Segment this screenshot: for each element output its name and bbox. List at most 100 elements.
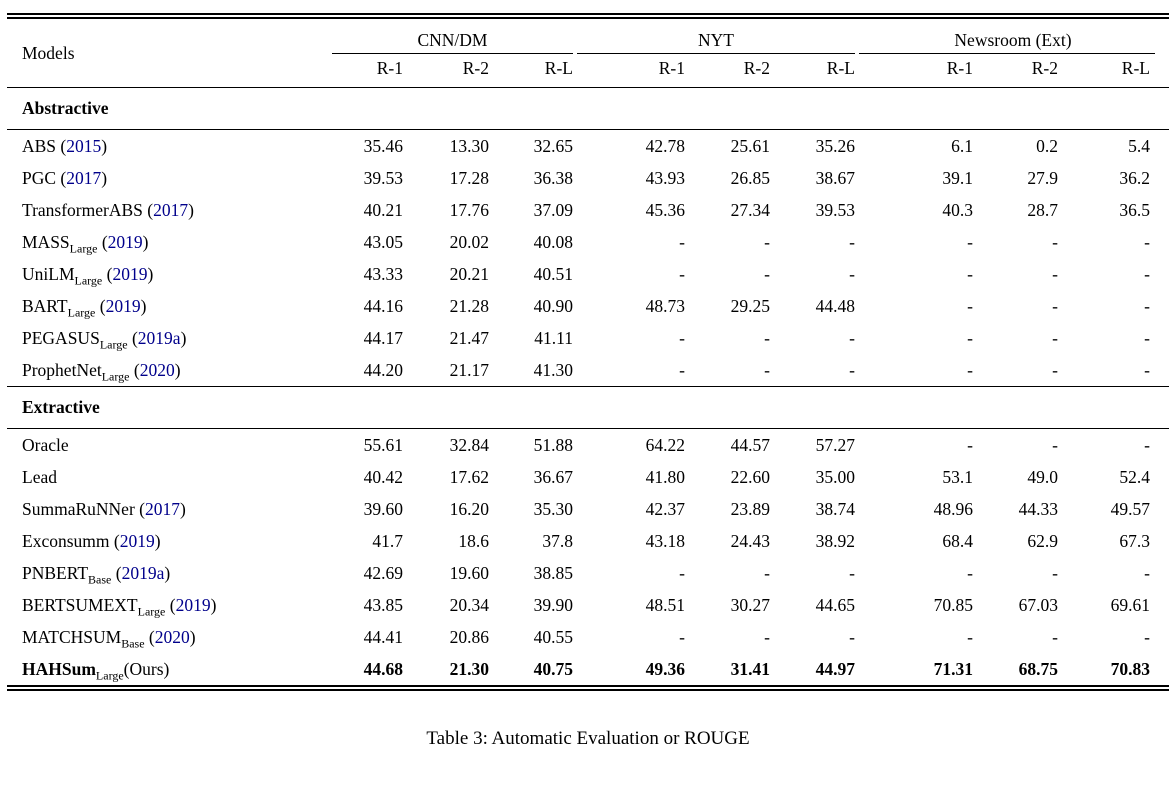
model-size-subscript: Large <box>101 369 130 383</box>
metric-value: - <box>849 327 855 348</box>
metric-value: - <box>849 626 855 647</box>
citation-year-link[interactable]: 2019 <box>112 263 148 284</box>
model-name: MATCHSUMBase (2020) <box>22 626 196 650</box>
citation-year-link[interactable]: 2017 <box>144 498 180 519</box>
metric-value: 17.28 <box>449 167 489 188</box>
metric-value: - <box>679 263 685 284</box>
metric-value: - <box>967 626 973 647</box>
metric-value: 44.16 <box>363 295 403 316</box>
metric-header-nyt-rl: R-L <box>826 58 855 78</box>
metric-value: 51.88 <box>533 434 573 455</box>
metric-value: - <box>1144 263 1150 284</box>
metric-value: 18.6 <box>458 530 489 551</box>
metric-value: - <box>967 263 973 284</box>
metric-value: 43.93 <box>645 167 685 188</box>
section-header-row: Extractive <box>7 386 1169 429</box>
metric-value: - <box>1052 562 1058 583</box>
metric-value: 41.80 <box>645 466 685 487</box>
table-row: MASSLarge (2019) 43.05 20.02 40.08 - - - - - - <box>7 226 1169 258</box>
metric-value: 29.25 <box>730 295 770 316</box>
model-base-label: Lead <box>22 466 57 487</box>
table-row: SummaRuNNer (2017) 39.60 16.20 35.30 42.37 23… <box>7 493 1169 525</box>
model-name: PEGASUSLarge (2019a) <box>22 327 187 351</box>
metric-value: - <box>679 626 685 647</box>
section-title: Extractive <box>7 386 1169 429</box>
metric-value: 42.37 <box>645 498 685 519</box>
metric-value: 40.51 <box>533 263 573 284</box>
metric-value: - <box>849 359 855 380</box>
metric-value: - <box>1144 295 1150 316</box>
citation-year-link[interactable]: 2019 <box>105 295 141 316</box>
model-size-subscript: Large <box>95 668 124 682</box>
model-name: BARTLarge (2019) <box>22 295 147 319</box>
metric-value: 49.36 <box>645 658 685 679</box>
model-base-label: SummaRuNNer <box>22 498 135 519</box>
citation-year-link[interactable]: 2019 <box>107 231 143 252</box>
model-base-label: HAHSum <box>22 658 96 679</box>
table-row: BERTSUMEXTLarge (2019) 43.85 20.34 39.90 48.… <box>7 589 1169 621</box>
metric-value: 32.65 <box>533 135 573 156</box>
metric-value: 24.43 <box>730 530 770 551</box>
metric-value: 41.30 <box>533 359 573 380</box>
metric-value: 36.38 <box>533 167 573 188</box>
model-size-subscript: Base <box>88 572 112 586</box>
table-bottom-rule <box>7 685 1169 691</box>
citation-year-link[interactable]: 2019 <box>119 530 155 551</box>
table-row: BARTLarge (2019) 44.16 21.28 40.90 48.73 29.2… <box>7 290 1169 322</box>
citation-year-link[interactable]: 2020 <box>154 626 190 647</box>
metric-value: - <box>967 295 973 316</box>
model-base-label: UniLM <box>22 263 75 284</box>
metric-value: - <box>1144 434 1150 455</box>
metric-value: 17.62 <box>449 466 489 487</box>
metric-value: 26.85 <box>730 167 770 188</box>
group-underline <box>331 53 573 54</box>
metric-value: 40.75 <box>533 658 573 679</box>
metric-value: 44.41 <box>363 626 403 647</box>
section-header-row: Abstractive <box>7 87 1169 130</box>
table-row: TransformerABS (2017) 40.21 17.76 37.09 45.3… <box>7 194 1169 226</box>
model-base-label: BERTSUMEXT <box>22 594 138 615</box>
metric-value: 70.83 <box>1110 658 1150 679</box>
model-name: MASSLarge (2019) <box>22 231 149 255</box>
citation-year-link[interactable]: 2015 <box>66 135 102 156</box>
model-size-subscript: Large <box>69 241 98 255</box>
metric-header-cnndm-r2: R-2 <box>462 58 489 78</box>
metric-value: 43.85 <box>363 594 403 615</box>
results-table: Models CNN/DM NYT Newsroom (Ext) <box>7 19 1169 685</box>
model-base-label: TransformerABS <box>22 199 143 220</box>
citation-year-link[interactable]: 2019a <box>121 562 165 583</box>
metric-value: 21.47 <box>449 327 489 348</box>
metric-value: - <box>967 359 973 380</box>
metric-value: - <box>1144 327 1150 348</box>
citation-year-link[interactable]: 2019a <box>137 327 181 348</box>
table-row: MATCHSUMBase (2020) 44.41 20.86 40.55 - - - - - - <box>7 621 1169 653</box>
metric-header-cnndm-rl: R-L <box>544 58 573 78</box>
model-name: HAHSumLarge(Ours) <box>7 653 330 685</box>
metric-value: 40.21 <box>363 199 403 220</box>
metric-value: - <box>967 434 973 455</box>
model-size-subscript: Large <box>99 337 128 351</box>
metric-value: 44.65 <box>815 594 855 615</box>
metric-value: 36.67 <box>533 466 573 487</box>
metric-value: 21.30 <box>449 658 489 679</box>
metric-value: - <box>849 263 855 284</box>
group-underline <box>859 53 1155 54</box>
metric-value: 36.5 <box>1119 199 1150 220</box>
metric-value: 68.4 <box>942 530 973 551</box>
metric-value: 44.97 <box>815 658 855 679</box>
metric-value: 38.67 <box>815 167 855 188</box>
metric-value: 40.42 <box>363 466 403 487</box>
model-base-label: Exconsumm <box>22 530 110 551</box>
citation-year-link[interactable]: 2020 <box>139 359 175 380</box>
model-name: UniLMLarge (2019) <box>22 263 154 287</box>
citation-year-link[interactable]: 2017 <box>153 199 189 220</box>
metric-value: 53.1 <box>942 466 973 487</box>
citation-year-link[interactable]: 2019 <box>175 594 211 615</box>
metric-value: - <box>679 327 685 348</box>
metric-value: 39.90 <box>533 594 573 615</box>
metric-value: - <box>1052 295 1058 316</box>
citation-year-link[interactable]: 2017 <box>66 167 102 188</box>
metric-value: 62.9 <box>1027 530 1058 551</box>
table-row: PNBERTBase (2019a) 42.69 19.60 38.85 - - - - - - <box>7 557 1169 589</box>
metric-value: - <box>764 562 770 583</box>
